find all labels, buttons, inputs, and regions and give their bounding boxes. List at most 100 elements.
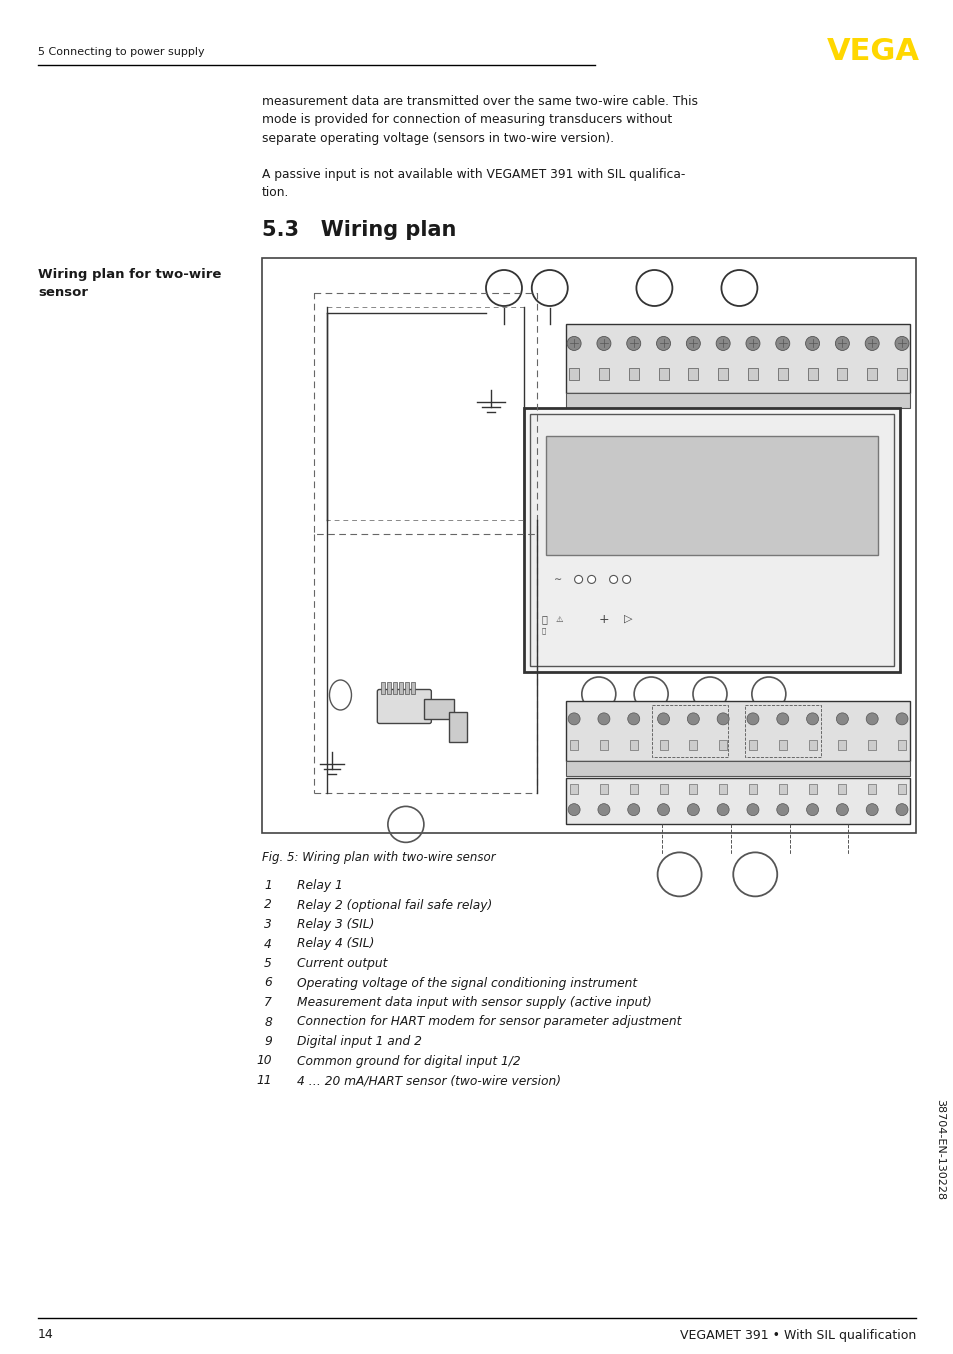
Circle shape xyxy=(776,712,788,724)
Bar xyxy=(719,739,726,750)
Text: Wiring plan for two-wire
sensor: Wiring plan for two-wire sensor xyxy=(38,268,221,299)
Circle shape xyxy=(716,336,729,351)
Circle shape xyxy=(894,336,908,351)
Text: Relay 1: Relay 1 xyxy=(296,879,342,892)
Bar xyxy=(659,739,667,750)
Text: Relay 3 (SIL): Relay 3 (SIL) xyxy=(296,918,374,932)
Circle shape xyxy=(566,336,580,351)
Circle shape xyxy=(574,575,582,584)
Circle shape xyxy=(568,712,579,724)
Circle shape xyxy=(776,804,788,815)
Circle shape xyxy=(864,336,879,351)
Circle shape xyxy=(746,804,759,815)
Bar xyxy=(778,739,786,750)
Circle shape xyxy=(568,804,579,815)
Text: Digital input 1 and 2: Digital input 1 and 2 xyxy=(296,1034,421,1048)
Circle shape xyxy=(626,336,640,351)
Text: 4: 4 xyxy=(264,937,272,951)
Bar xyxy=(838,784,845,795)
Circle shape xyxy=(656,336,670,351)
Bar xyxy=(867,784,875,795)
Circle shape xyxy=(865,712,878,724)
Bar xyxy=(393,681,396,693)
Bar xyxy=(628,368,639,380)
Bar xyxy=(565,701,909,761)
Bar xyxy=(718,368,727,380)
Text: 5: 5 xyxy=(264,957,272,969)
Bar xyxy=(897,739,905,750)
Circle shape xyxy=(836,804,847,815)
Circle shape xyxy=(895,712,907,724)
Text: 9: 9 xyxy=(264,1034,272,1048)
Circle shape xyxy=(775,336,789,351)
Circle shape xyxy=(746,712,759,724)
Text: measurement data are transmitted over the same two-wire cable. This
mode is prov: measurement data are transmitted over th… xyxy=(262,95,698,145)
Bar xyxy=(808,739,816,750)
Circle shape xyxy=(865,804,878,815)
Bar xyxy=(327,307,523,520)
Bar xyxy=(658,368,668,380)
Bar xyxy=(837,368,846,380)
Text: 5 Connecting to power supply: 5 Connecting to power supply xyxy=(38,47,204,57)
Bar xyxy=(689,784,697,795)
Text: VEGA: VEGA xyxy=(826,38,919,66)
Bar xyxy=(652,704,727,757)
Bar xyxy=(747,368,758,380)
Text: Current output: Current output xyxy=(296,957,387,969)
Circle shape xyxy=(657,712,669,724)
Bar xyxy=(689,739,697,750)
Bar xyxy=(569,368,578,380)
Bar xyxy=(381,681,385,693)
Circle shape xyxy=(627,804,639,815)
Text: ∼: ∼ xyxy=(553,574,561,585)
Circle shape xyxy=(835,336,848,351)
FancyBboxPatch shape xyxy=(377,689,431,723)
Bar xyxy=(570,784,578,795)
Circle shape xyxy=(717,804,728,815)
Text: VEGAMET 391 • With SIL qualification: VEGAMET 391 • With SIL qualification xyxy=(679,1328,915,1342)
Text: A passive input is not available with VEGAMET 391 with SIL qualifica-
tion.: A passive input is not available with VE… xyxy=(262,168,684,199)
Text: Connection for HART modem for sensor parameter adjustment: Connection for HART modem for sensor par… xyxy=(296,1016,680,1029)
Circle shape xyxy=(717,712,728,724)
Bar xyxy=(565,393,909,408)
Bar xyxy=(565,324,909,393)
Circle shape xyxy=(609,575,617,584)
Bar xyxy=(599,784,607,795)
Bar xyxy=(659,784,667,795)
Circle shape xyxy=(598,804,609,815)
Text: 5.3   Wiring plan: 5.3 Wiring plan xyxy=(262,219,456,240)
Text: 14: 14 xyxy=(38,1328,53,1342)
Circle shape xyxy=(895,804,907,815)
Bar xyxy=(867,739,875,750)
Text: Operating voltage of the signal conditioning instrument: Operating voltage of the signal conditio… xyxy=(296,976,637,990)
Bar xyxy=(411,681,415,693)
Bar xyxy=(405,681,409,693)
Bar xyxy=(897,784,905,795)
Text: 2: 2 xyxy=(264,899,272,911)
Bar xyxy=(866,368,876,380)
Circle shape xyxy=(686,712,699,724)
Circle shape xyxy=(587,575,595,584)
Text: Measurement data input with sensor supply (active input): Measurement data input with sensor suppl… xyxy=(296,997,651,1009)
Bar xyxy=(808,784,816,795)
Text: 4 … 20 mA/HART sensor (two-wire version): 4 … 20 mA/HART sensor (two-wire version) xyxy=(296,1074,560,1087)
Bar xyxy=(598,368,608,380)
Bar xyxy=(807,368,817,380)
Text: 10: 10 xyxy=(256,1055,272,1067)
Bar xyxy=(545,436,877,555)
Bar xyxy=(565,761,909,776)
Circle shape xyxy=(805,712,818,724)
Text: Relay 2 (optional fail safe relay): Relay 2 (optional fail safe relay) xyxy=(296,899,492,911)
Text: 8: 8 xyxy=(264,1016,272,1029)
Bar xyxy=(262,259,915,833)
Circle shape xyxy=(597,336,610,351)
Bar xyxy=(399,681,403,693)
Bar xyxy=(778,784,786,795)
Bar xyxy=(565,779,909,825)
Ellipse shape xyxy=(329,680,351,709)
Bar xyxy=(599,739,607,750)
Bar xyxy=(387,681,391,693)
Text: +: + xyxy=(598,612,609,626)
Text: 1: 1 xyxy=(264,879,272,892)
Text: 11: 11 xyxy=(256,1074,272,1087)
